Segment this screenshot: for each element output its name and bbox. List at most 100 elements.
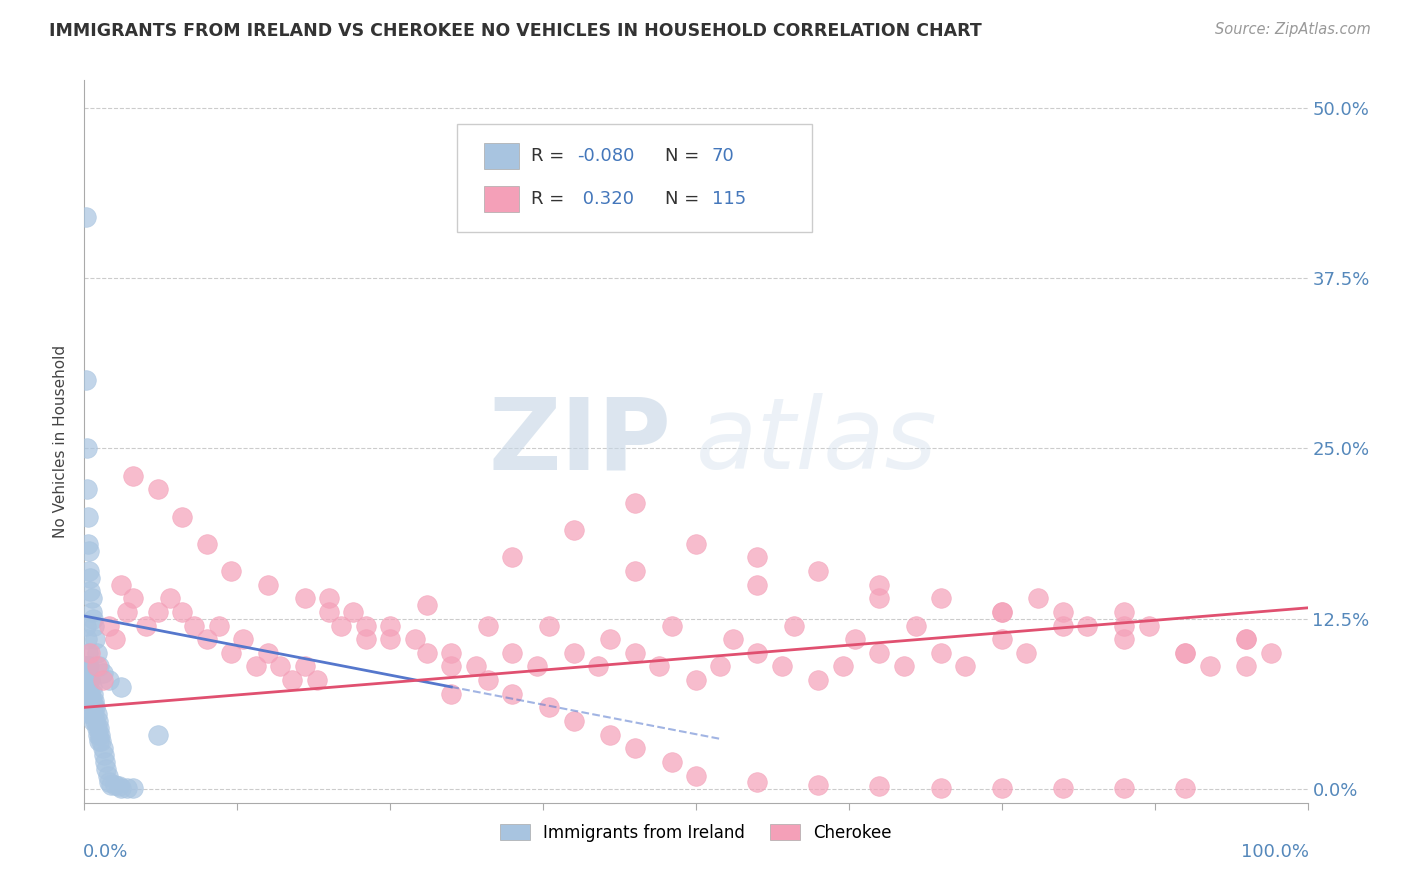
- Point: [477, 673, 499, 687]
- Point: [87, 714, 110, 728]
- Point: [624, 646, 647, 660]
- Point: [1174, 780, 1197, 795]
- Point: [991, 780, 1014, 795]
- Point: [1174, 646, 1197, 660]
- Point: [1198, 659, 1220, 673]
- Point: [281, 673, 304, 687]
- Point: [97, 768, 120, 782]
- Point: [79, 687, 101, 701]
- Legend: Immigrants from Ireland, Cherokee: Immigrants from Ireland, Cherokee: [494, 817, 898, 848]
- Point: [104, 778, 127, 792]
- Point: [905, 618, 928, 632]
- Point: [747, 646, 769, 660]
- Point: [440, 646, 463, 660]
- FancyBboxPatch shape: [484, 186, 519, 212]
- Point: [79, 646, 101, 660]
- Point: [77, 543, 100, 558]
- Point: [562, 646, 585, 660]
- Point: [354, 618, 377, 632]
- Point: [91, 741, 114, 756]
- Point: [232, 632, 254, 647]
- Point: [77, 564, 100, 578]
- Point: [1236, 632, 1258, 647]
- Point: [86, 707, 108, 722]
- Point: [89, 728, 111, 742]
- Point: [82, 687, 104, 701]
- Point: [172, 509, 194, 524]
- Text: 115: 115: [711, 190, 747, 209]
- Point: [77, 537, 100, 551]
- Point: [80, 591, 103, 606]
- Point: [208, 618, 231, 632]
- Text: ZIP: ZIP: [489, 393, 672, 490]
- Point: [869, 591, 891, 606]
- Point: [80, 680, 103, 694]
- Point: [991, 605, 1014, 619]
- Point: [77, 673, 100, 687]
- Point: [294, 591, 316, 606]
- Point: [661, 618, 683, 632]
- Point: [721, 632, 744, 647]
- Point: [97, 618, 120, 632]
- Point: [80, 707, 103, 722]
- Point: [79, 707, 101, 722]
- Point: [416, 598, 439, 612]
- Point: [84, 700, 107, 714]
- Point: [76, 687, 98, 701]
- Point: [869, 780, 891, 794]
- Point: [257, 577, 280, 591]
- Text: -0.080: -0.080: [578, 147, 634, 165]
- Point: [747, 775, 769, 789]
- FancyBboxPatch shape: [484, 144, 519, 169]
- Point: [172, 605, 194, 619]
- Point: [648, 659, 671, 673]
- Text: R =: R =: [531, 190, 569, 209]
- Point: [75, 373, 97, 387]
- Point: [77, 673, 100, 687]
- Point: [354, 632, 377, 647]
- Point: [76, 442, 98, 456]
- Point: [83, 693, 105, 707]
- Point: [93, 748, 115, 763]
- Point: [91, 673, 114, 687]
- Point: [159, 591, 181, 606]
- Point: [1015, 646, 1038, 660]
- Point: [146, 605, 169, 619]
- Point: [599, 728, 621, 742]
- Point: [86, 646, 108, 660]
- Point: [380, 618, 402, 632]
- Point: [1052, 780, 1074, 795]
- Point: [135, 618, 157, 632]
- Point: [146, 728, 169, 742]
- Text: 70: 70: [711, 147, 734, 165]
- Point: [685, 537, 707, 551]
- Point: [87, 734, 110, 748]
- Point: [104, 632, 127, 647]
- Point: [76, 482, 98, 496]
- Text: 0.320: 0.320: [578, 190, 634, 209]
- FancyBboxPatch shape: [457, 124, 813, 232]
- Point: [502, 646, 524, 660]
- Point: [869, 646, 891, 660]
- Point: [76, 673, 98, 687]
- Point: [305, 673, 328, 687]
- Point: [183, 618, 205, 632]
- Point: [502, 550, 524, 565]
- Point: [929, 780, 952, 795]
- Point: [107, 780, 129, 794]
- Point: [1174, 646, 1197, 660]
- Text: atlas: atlas: [696, 393, 938, 490]
- Point: [79, 571, 101, 585]
- Point: [79, 693, 101, 707]
- Point: [195, 537, 218, 551]
- Point: [991, 632, 1014, 647]
- Point: [110, 577, 132, 591]
- Point: [586, 659, 609, 673]
- Text: 0.0%: 0.0%: [83, 843, 128, 861]
- Point: [599, 632, 621, 647]
- Point: [77, 687, 100, 701]
- Point: [122, 591, 145, 606]
- Point: [77, 700, 100, 714]
- Point: [661, 755, 683, 769]
- Point: [526, 659, 548, 673]
